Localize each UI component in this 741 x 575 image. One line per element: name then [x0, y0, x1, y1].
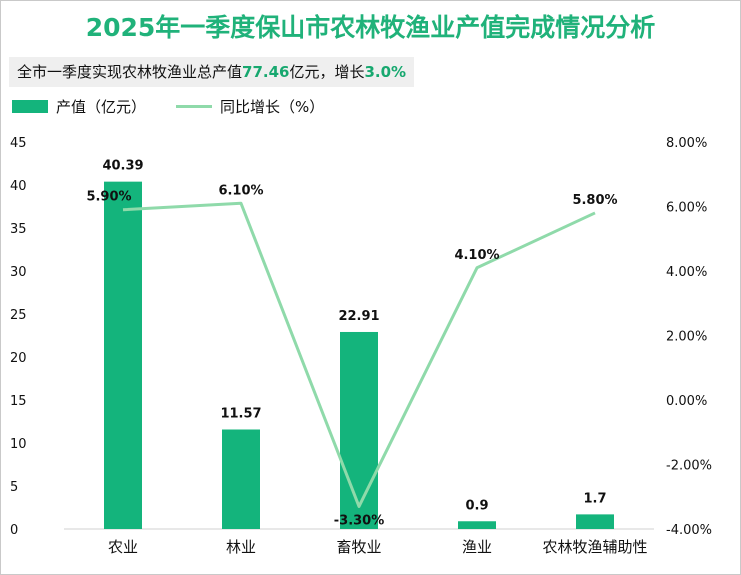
- y-left-tick-label: 45: [10, 136, 27, 151]
- line-value-label: 5.80%: [572, 193, 617, 208]
- y-left-tick-label: 40: [10, 179, 27, 194]
- y-left-tick-label: 20: [10, 351, 27, 366]
- y-right-tick-label: 6.00%: [666, 201, 707, 216]
- y-right-tick-label: 0.00%: [666, 394, 707, 409]
- y-left-tick-label: 30: [10, 265, 27, 280]
- summary-banner: 全市一季度实现农林牧渔业总产值77.46亿元，增长3.0%: [9, 57, 415, 87]
- bar-0: [104, 181, 142, 529]
- legend-bar-swatch: [12, 99, 48, 113]
- bar-value-label: 1.7: [583, 491, 606, 506]
- bar-3: [458, 521, 496, 529]
- y-left-tick-label: 35: [10, 222, 27, 237]
- bar-value-label: 40.39: [102, 159, 143, 174]
- y-left-tick-label: 10: [10, 437, 27, 452]
- line-value-label: 4.10%: [454, 248, 499, 263]
- bar-value-label: 0.9: [465, 498, 488, 513]
- bar-value-label: 22.91: [338, 309, 379, 324]
- y-left-tick-label: 15: [10, 394, 27, 409]
- chart-title: 2025年一季度保山市农林牧渔业产值完成情况分析: [85, 13, 656, 42]
- legend-bar-label: 产值（亿元）: [56, 97, 147, 116]
- summary-unit: 亿元，增长: [289, 63, 365, 81]
- bar-1: [222, 429, 260, 529]
- bar-2: [340, 331, 378, 529]
- y-left-tick-label: 0: [10, 523, 18, 538]
- x-category-label: 林业: [226, 538, 256, 556]
- summary-growth: 3.0%: [364, 63, 407, 81]
- y-right-tick-label: 2.00%: [666, 330, 707, 345]
- bar-value-label: 11.57: [220, 406, 261, 421]
- summary-total: 77.46: [242, 63, 290, 81]
- y-left-tick-label: 5: [10, 480, 18, 495]
- line-value-label: -3.30%: [334, 513, 385, 528]
- y-right-tick-label: -4.00%: [666, 523, 712, 538]
- y-right-tick-label: -2.00%: [666, 459, 712, 474]
- legend-line-swatch: [176, 104, 213, 108]
- x-category-label: 农业: [108, 538, 138, 556]
- chart-legend: 产值（亿元） 同比增长（%）: [12, 95, 324, 117]
- x-category-label: 农林牧渔辅助性: [542, 538, 647, 556]
- y-right-tick-label: 8.00%: [666, 136, 707, 151]
- summary-prefix: 全市一季度实现农林牧渔业总产值: [17, 63, 243, 81]
- bar-4: [576, 514, 614, 529]
- y-left-tick-label: 25: [10, 308, 27, 323]
- x-category-label: 畜牧业: [336, 538, 381, 556]
- line-value-label: 6.10%: [218, 183, 263, 198]
- y-right-tick-label: 4.00%: [666, 265, 707, 280]
- legend-line-label: 同比增长（%）: [220, 97, 325, 116]
- x-category-label: 渔业: [462, 538, 492, 556]
- growth-line: [122, 201, 596, 508]
- line-value-label: 5.90%: [86, 190, 131, 205]
